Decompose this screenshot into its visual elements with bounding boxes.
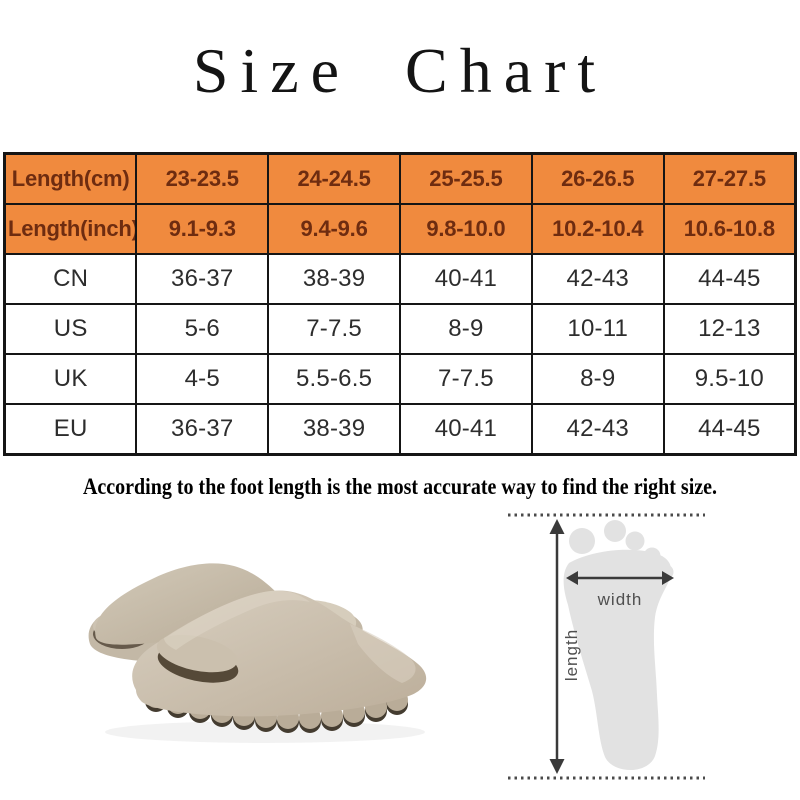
slipper-front-strap-highlight: [164, 590, 310, 650]
table-row: US 5-6 7-7.5 8-9 10-11 12-13: [3, 303, 797, 355]
size-value-cell: 9.1-9.3: [135, 203, 270, 255]
size-value-cell: 38-39: [267, 253, 401, 305]
size-value-cell: 42-43: [530, 253, 665, 305]
size-value-cell: 9.8-10.0: [398, 203, 533, 255]
footprint-illustration: [563, 520, 674, 770]
size-value-cell: 26-26.5: [530, 152, 665, 205]
row-label-cell: Length(cm): [3, 152, 138, 205]
table-row: Length(cm) 23-23.5 24-24.5 25-25.5 26-26.5 27…: [3, 152, 797, 205]
size-value-cell: 10.2-10.4: [530, 203, 665, 255]
width-label: width: [597, 590, 643, 609]
sizing-note-text: According to the foot length is the most…: [82, 474, 718, 499]
length-arrow-icon: [549, 519, 565, 774]
size-value-cell: 24-24.5: [267, 152, 401, 205]
row-label-cell: UK: [3, 353, 138, 405]
page-title: Size Chart: [192, 35, 608, 106]
size-value-cell: 4-5: [135, 353, 270, 405]
size-table-body: Length(cm) 23-23.5 24-24.5 25-25.5 26-26.5 27…: [3, 152, 797, 456]
width-arrow-icon: [566, 571, 674, 585]
table-row: UK 4-5 5.5-6.5 7-7.5 8-9 9.5-10: [3, 353, 797, 405]
slipper-front-toe-highlight: [350, 624, 416, 683]
slippers-photo: [88, 563, 427, 743]
size-value-cell: 10.6-10.8: [662, 203, 797, 255]
size-value-cell: 27-27.5: [662, 152, 797, 205]
size-value-cell: 36-37: [135, 403, 270, 456]
row-label-cell: EU: [3, 403, 138, 456]
size-value-cell: 5.5-6.5: [267, 353, 401, 405]
table-row: CN 36-37 38-39 40-41 42-43 44-45: [3, 253, 797, 305]
slippers-cast-shadow: [105, 721, 425, 743]
row-label-cell: CN: [3, 253, 138, 305]
size-value-cell: 36-37: [135, 253, 270, 305]
size-value-cell: 25-25.5: [398, 152, 533, 205]
size-chart-table: Length(cm) 23-23.5 24-24.5 25-25.5 26-26.5 27…: [3, 152, 797, 456]
size-value-cell: 38-39: [267, 403, 401, 456]
foot-measure-diagram: width length: [508, 513, 705, 780]
size-value-cell: 8-9: [398, 303, 533, 355]
size-value-cell: 23-23.5: [135, 152, 270, 205]
size-value-cell: 44-45: [662, 253, 797, 305]
size-value-cell: 42-43: [530, 403, 665, 456]
size-value-cell: 10-11: [530, 303, 665, 355]
length-label: length: [562, 629, 581, 681]
size-value-cell: 40-41: [398, 253, 533, 305]
size-value-cell: 12-13: [662, 303, 797, 355]
table-row: EU 36-37 38-39 40-41 42-43 44-45: [3, 403, 797, 456]
row-label-cell: Length(inch): [3, 203, 138, 255]
size-value-cell: 7-7.5: [398, 353, 533, 405]
size-value-cell: 9.4-9.6: [267, 203, 401, 255]
size-value-cell: 8-9: [530, 353, 665, 405]
size-value-cell: 5-6: [135, 303, 270, 355]
size-value-cell: 44-45: [662, 403, 797, 456]
size-value-cell: 40-41: [398, 403, 533, 456]
slipper-front: [132, 590, 427, 733]
table-row: Length(inch) 9.1-9.3 9.4-9.6 9.8-10.0 10.2-1…: [3, 203, 797, 255]
size-value-cell: 9.5-10: [662, 353, 797, 405]
row-label-cell: US: [3, 303, 138, 355]
size-value-cell: 7-7.5: [267, 303, 401, 355]
